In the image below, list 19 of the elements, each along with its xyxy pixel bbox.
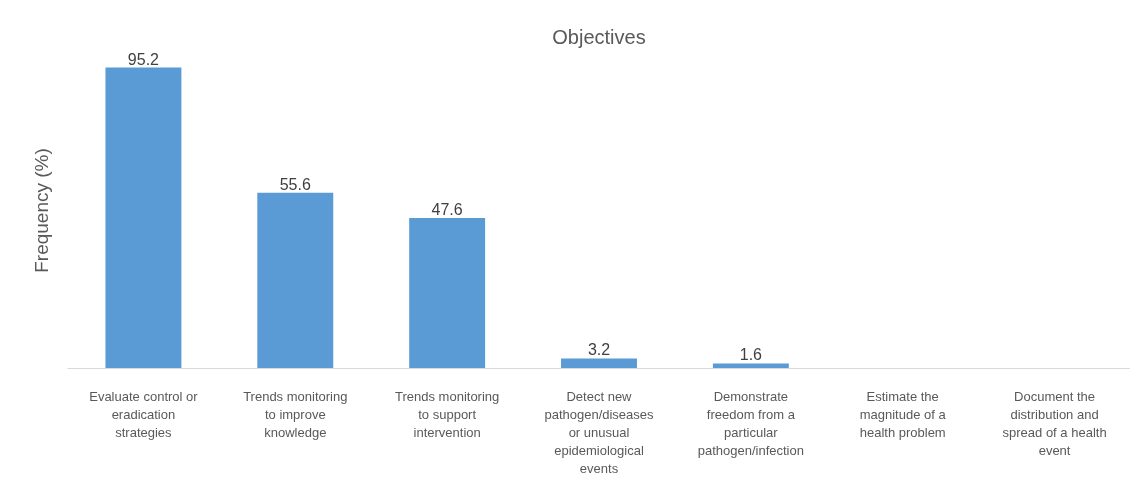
x-tick-label: Demonstrate freedom from a particular pathogen/infection	[697, 388, 804, 458]
data-label: 3.2	[587, 341, 611, 359]
bar	[257, 192, 334, 369]
bar	[409, 218, 486, 369]
data-label: 47.6	[431, 201, 463, 219]
data-label: 95.2	[127, 50, 160, 68]
chart-title: Objectives	[552, 25, 646, 48]
x-tick-label: Estimate the magnitude of a health problem	[859, 388, 947, 440]
x-tick-label: Evaluate control or eradication strategies	[89, 388, 199, 440]
y-axis-title: Frequency (%)	[30, 148, 52, 273]
bar	[561, 358, 637, 369]
data-label: 1.6	[739, 346, 763, 364]
x-tick-label: Trends monitoring to improve knowledge	[243, 388, 348, 440]
bar	[105, 67, 182, 369]
x-tick-label: Detect new pathogen/diseases or unusual epidemiological events	[544, 388, 655, 476]
data-label: 55.6	[279, 175, 311, 193]
x-tick-label: Trends monitoring to support intervention	[395, 388, 500, 440]
bar	[712, 363, 789, 369]
x-tick-label: Document the distribution and spread of a health event	[1002, 388, 1107, 458]
